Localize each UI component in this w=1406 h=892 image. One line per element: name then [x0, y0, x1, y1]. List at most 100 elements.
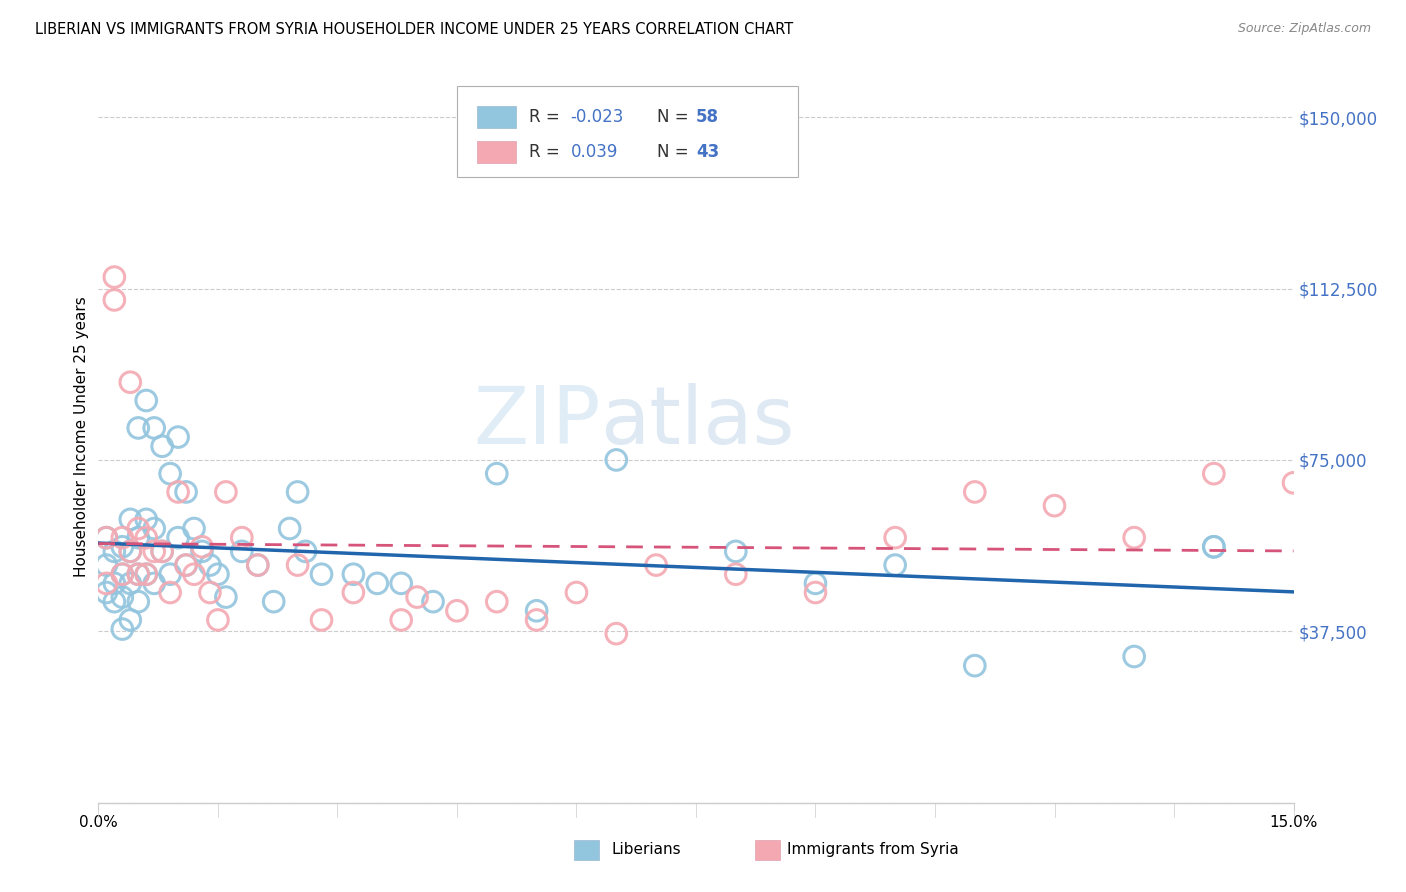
Text: LIBERIAN VS IMMIGRANTS FROM SYRIA HOUSEHOLDER INCOME UNDER 25 YEARS CORRELATION : LIBERIAN VS IMMIGRANTS FROM SYRIA HOUSEH… [35, 22, 793, 37]
Point [120, 544, 142, 558]
Point [311, 567, 333, 582]
Point [111, 567, 134, 582]
Point [120, 613, 142, 627]
Point [135, 567, 157, 582]
Text: N =: N = [657, 109, 693, 127]
Point [96, 576, 118, 591]
Point [143, 544, 166, 558]
Point [294, 544, 316, 558]
Point [231, 544, 253, 558]
Point [287, 484, 309, 499]
Point [311, 613, 333, 627]
Point [342, 585, 364, 599]
Bar [477, 106, 516, 128]
Point [111, 622, 134, 636]
Point [342, 567, 364, 582]
Point [246, 558, 269, 573]
Bar [477, 141, 516, 163]
Point [127, 594, 149, 608]
Point [103, 293, 125, 307]
Point [159, 585, 181, 599]
Point [183, 567, 205, 582]
Point [278, 521, 301, 535]
Point [127, 567, 149, 582]
Point [135, 567, 157, 582]
Point [127, 567, 149, 582]
Point [135, 512, 157, 526]
Point [183, 521, 205, 535]
Point [103, 576, 125, 591]
Point [150, 544, 173, 558]
Point [127, 421, 149, 435]
Point [135, 531, 157, 545]
Point [174, 558, 197, 573]
Point [724, 567, 747, 582]
Point [111, 567, 134, 582]
Point [263, 594, 285, 608]
Text: 43: 43 [696, 143, 720, 161]
Point [103, 594, 125, 608]
Point [406, 590, 429, 604]
Point [150, 544, 173, 558]
Point [174, 484, 197, 499]
Point [103, 544, 125, 558]
Point [1282, 475, 1305, 490]
Text: -0.023: -0.023 [571, 109, 624, 127]
Text: Immigrants from Syria: Immigrants from Syria [787, 842, 959, 856]
Point [111, 590, 134, 604]
Text: ZIP: ZIP [472, 384, 600, 461]
Point [565, 585, 588, 599]
Point [605, 626, 627, 640]
Y-axis label: Householder Income Under 25 years: Householder Income Under 25 years [75, 297, 89, 577]
Point [150, 439, 173, 453]
Point [804, 576, 827, 591]
Point [526, 613, 548, 627]
Point [207, 567, 229, 582]
Text: Source: ZipAtlas.com: Source: ZipAtlas.com [1237, 22, 1371, 36]
Point [884, 531, 907, 545]
Text: R =: R = [529, 109, 565, 127]
Point [127, 521, 149, 535]
Point [963, 658, 986, 673]
Point [485, 467, 508, 481]
Point [120, 375, 142, 389]
Point [167, 484, 190, 499]
Point [884, 558, 907, 573]
Point [446, 604, 468, 618]
Point [111, 540, 134, 554]
Point [198, 558, 221, 573]
Point [111, 531, 134, 545]
Point [963, 484, 986, 499]
Point [167, 531, 190, 545]
Point [1123, 649, 1146, 664]
Point [246, 558, 269, 573]
Point [159, 567, 181, 582]
Text: R =: R = [529, 143, 565, 161]
Point [645, 558, 668, 573]
Text: N =: N = [657, 143, 693, 161]
Point [167, 430, 190, 444]
Point [96, 558, 118, 573]
Point [120, 544, 142, 558]
Point [96, 531, 118, 545]
FancyBboxPatch shape [457, 86, 797, 178]
Point [389, 576, 412, 591]
Text: 0.039: 0.039 [571, 143, 617, 161]
Point [135, 393, 157, 408]
Point [159, 467, 181, 481]
Point [120, 512, 142, 526]
Point [526, 604, 548, 618]
Point [103, 270, 125, 285]
Text: Liberians: Liberians [612, 842, 682, 856]
Point [1123, 531, 1146, 545]
Point [485, 594, 508, 608]
Point [1043, 499, 1066, 513]
Point [724, 544, 747, 558]
Point [198, 585, 221, 599]
Point [287, 558, 309, 573]
Point [120, 576, 142, 591]
Point [366, 576, 388, 591]
Point [191, 544, 214, 558]
Point [422, 594, 444, 608]
Point [231, 531, 253, 545]
